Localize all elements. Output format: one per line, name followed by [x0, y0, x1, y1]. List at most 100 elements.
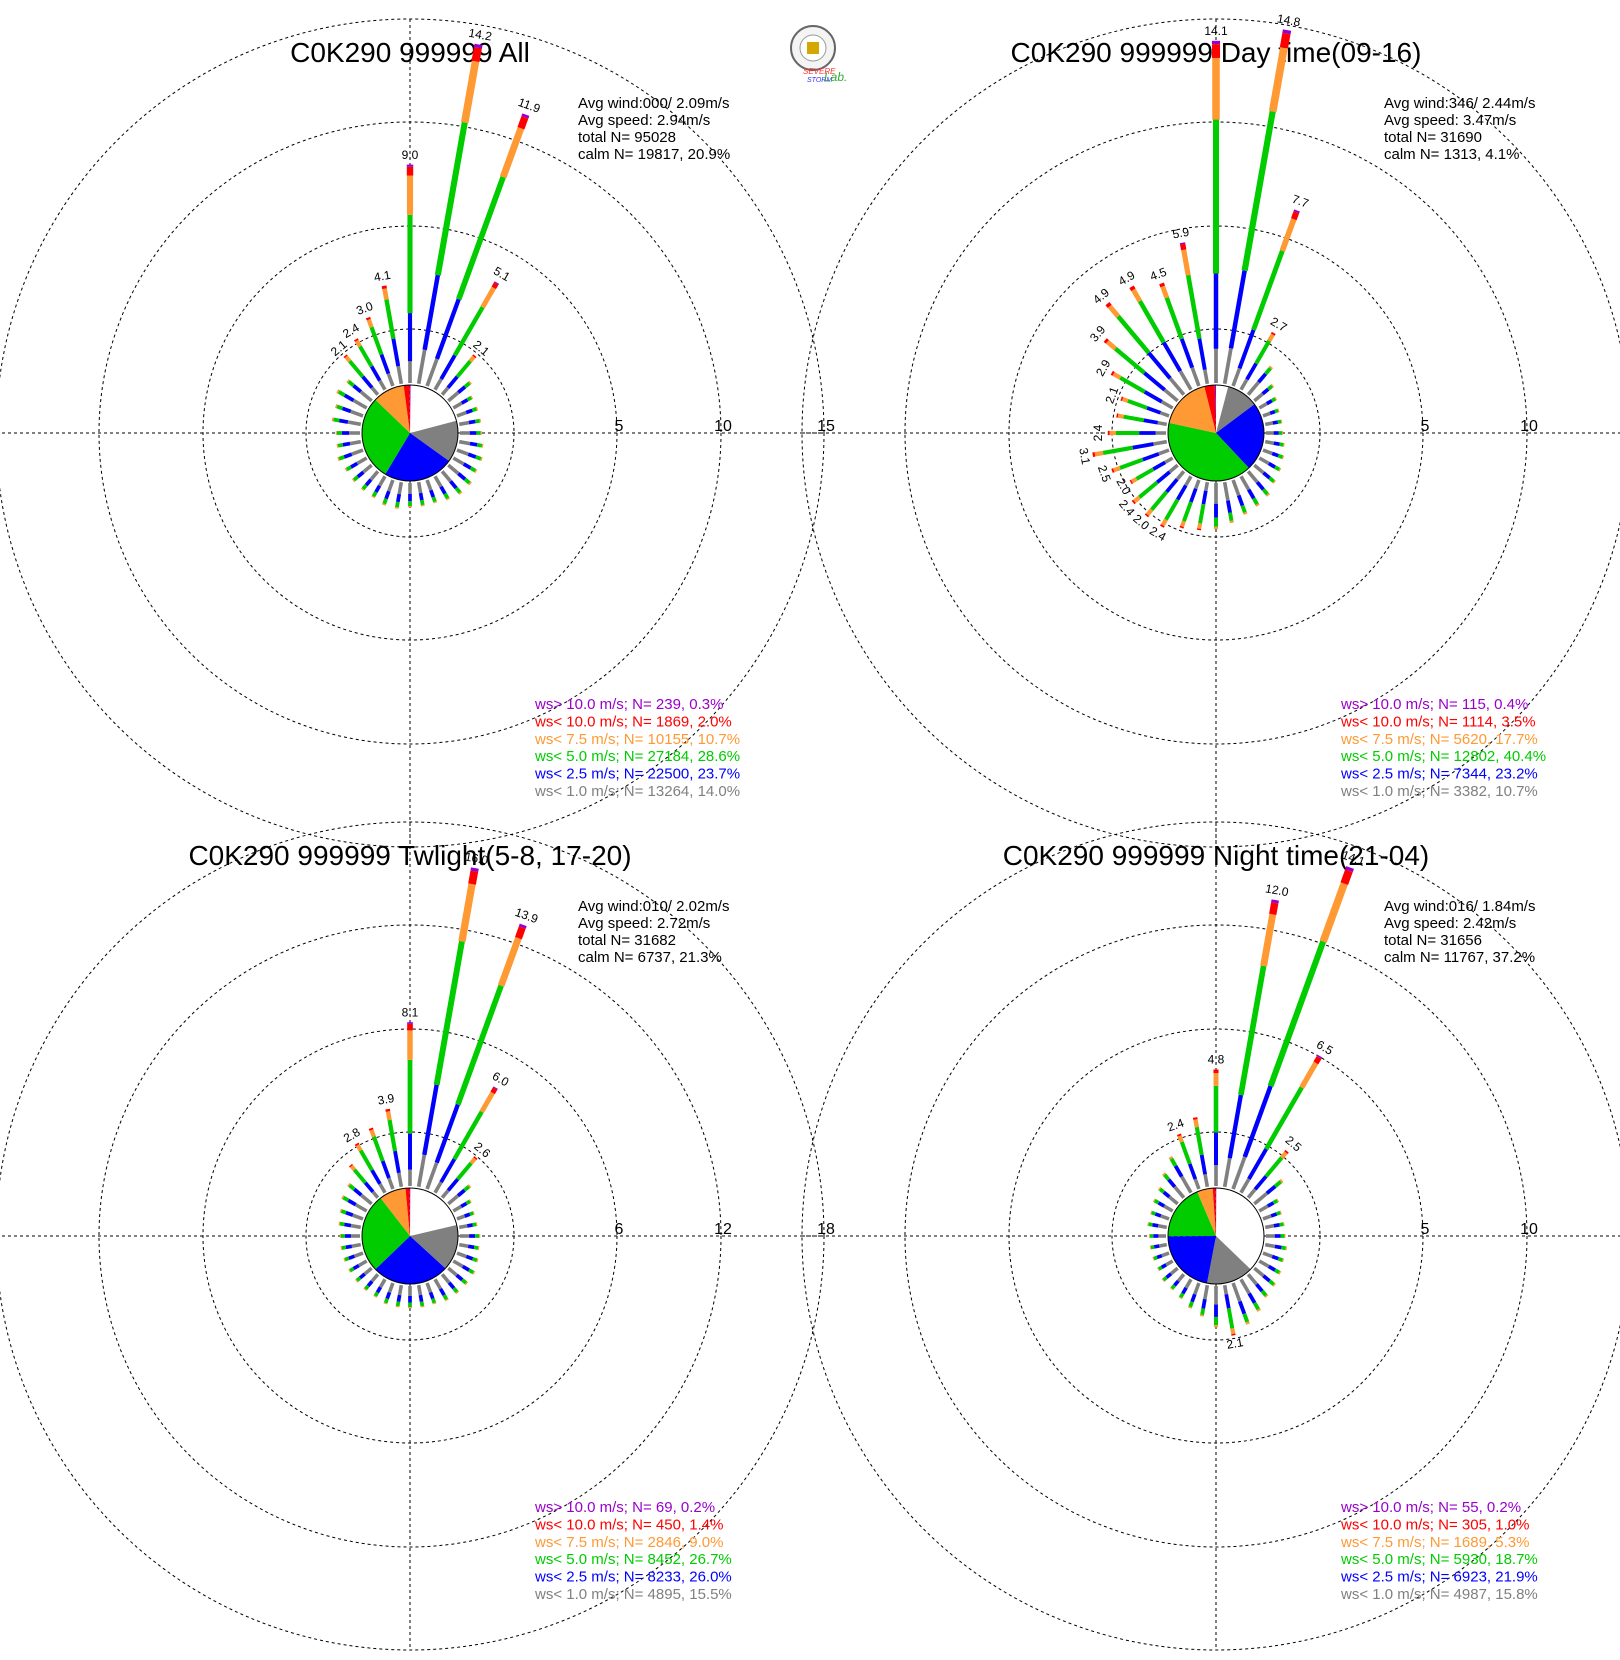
bar-segment-lt7_5	[458, 491, 463, 495]
pie-slice-gt10	[409, 385, 411, 433]
bar-segment-lt10	[1160, 524, 1165, 528]
bar-segment-lt5	[1137, 299, 1166, 344]
bar-segment-lt5	[461, 1278, 468, 1285]
bar-segment-lt1	[458, 420, 470, 427]
bar-segment-lt2_5	[1271, 1254, 1280, 1261]
bar-value-label: 8.1	[402, 1005, 419, 1019]
bar-segment-lt1	[1222, 1157, 1232, 1188]
bar-segment-lt7_5	[385, 1111, 392, 1121]
bar-segment-lt2_5	[352, 1263, 360, 1271]
bar-segment-lt5	[1157, 1265, 1163, 1271]
bar-value-label: 2.9	[1093, 357, 1114, 379]
direction-bar-160deg	[425, 1282, 437, 1305]
bar-segment-lt5	[337, 390, 346, 397]
bar-segment-lt7_5	[1213, 526, 1219, 530]
bar-segment-lt7_5	[481, 443, 484, 448]
direction-bar-60deg	[452, 1199, 472, 1213]
bar-segment-lt5	[463, 1185, 471, 1192]
bar-segment-lt5	[1228, 512, 1234, 522]
logo-seal-emblem	[807, 42, 819, 54]
direction-bar-60deg	[1258, 396, 1278, 410]
direction-bar-10deg	[1222, 899, 1279, 1188]
bar-segment-lt2_5	[1262, 1274, 1271, 1283]
bar-value-label: 2.4	[1091, 424, 1105, 441]
bar-segment-lt7_5	[1094, 450, 1104, 457]
direction-bar-240deg	[1129, 456, 1174, 485]
direction-bar-120deg	[452, 456, 478, 474]
bar-segment-lt7_5	[341, 1195, 345, 1200]
bar-segment-lt10	[1116, 413, 1119, 418]
bar-segment-lt2_5	[1237, 329, 1256, 370]
direction-bar-30deg	[433, 1086, 498, 1194]
ring-label-3: 15	[817, 418, 835, 435]
bar-segment-lt1	[408, 1286, 412, 1297]
bar-segment-lt1	[351, 448, 364, 456]
bar-segment-lt2_5	[1143, 390, 1163, 404]
bar-segment-lt5	[1277, 419, 1282, 424]
direction-bar-160deg	[1231, 1282, 1250, 1325]
bar-segment-lt5	[373, 1291, 380, 1297]
bar-segment-lt1	[378, 379, 387, 391]
direction-bar-120deg	[1258, 456, 1282, 472]
bar-segment-lt7_5	[354, 339, 362, 348]
bar-segment-lt1	[416, 1154, 427, 1188]
direction-bar-20deg	[425, 113, 530, 387]
bar-segment-lt1	[408, 483, 412, 494]
direction-bar-80deg	[458, 418, 482, 427]
bar-segment-lt7_5	[475, 406, 479, 411]
bar-segment-lt1	[397, 1284, 404, 1296]
pie-outline	[361, 1187, 459, 1285]
bar-segment-lt2_5	[1165, 1272, 1173, 1279]
bar-segment-lt10	[1270, 331, 1276, 336]
bar-segment-lt7_5	[369, 1129, 376, 1138]
direction-bar-320deg	[349, 1163, 380, 1199]
direction-bar-10deg	[1222, 29, 1292, 385]
bar-segment-lt1	[1258, 1259, 1270, 1269]
bar-segment-lt7_5	[336, 389, 340, 394]
bar-segment-gt10	[518, 923, 527, 929]
direction-bar-180deg	[1213, 483, 1219, 530]
bar-segment-lt10	[406, 166, 414, 176]
bar-segment-gt10	[1282, 29, 1292, 35]
bar-segment-lt1	[456, 1251, 468, 1259]
bar-value-label: 5.1	[491, 264, 513, 285]
bar-segment-lt10	[471, 47, 482, 63]
bar-segment-lt7_5	[1187, 1306, 1193, 1309]
direction-bar-250deg	[337, 448, 364, 462]
pie-outline	[361, 384, 459, 482]
bar-segment-lt10	[1120, 396, 1124, 401]
bar-segment-lt5	[1179, 1292, 1185, 1299]
bar-segment-lt7_5	[1213, 1073, 1219, 1086]
wind-rose-panel-4: C0K290 999999 Night time(21-04)510154.81…	[801, 821, 1620, 1651]
bar-segment-lt2_5	[1245, 362, 1258, 381]
bar-segment-lt2_5	[449, 480, 458, 490]
bar-segment-lt2_5	[1274, 1244, 1282, 1250]
direction-bar-150deg	[1239, 1278, 1261, 1312]
bar-segment-lt5	[1182, 501, 1193, 522]
stats-line-1: Avg wind:000/ 2.09m/s	[578, 95, 729, 112]
bar-segment-lt1	[1214, 1286, 1218, 1305]
bar-segment-lt2_5	[1266, 1201, 1275, 1208]
direction-bar-180deg	[408, 483, 412, 508]
bar-segment-lt1	[1184, 475, 1193, 487]
bar-segment-lt1	[377, 475, 387, 487]
bar-segment-lt1	[1231, 1282, 1242, 1303]
bar-segment-lt5	[1260, 1289, 1268, 1297]
bar-value-label: 4.1	[373, 268, 392, 285]
bar-segment-lt7_5	[1131, 288, 1143, 303]
direction-bar-80deg	[1264, 1222, 1285, 1230]
direction-bar-90deg	[459, 1234, 481, 1238]
bar-segment-lt1	[349, 431, 361, 435]
bar-value-label: 7.7	[1290, 192, 1311, 211]
bar-segment-lt7_5	[1267, 333, 1275, 342]
bar-segment-lt1	[1158, 1234, 1166, 1238]
bar-segment-gt10	[1211, 40, 1221, 45]
bar-segment-lt2_5	[447, 1281, 456, 1290]
bar-segment-lt5	[395, 1301, 401, 1307]
bar-segment-lt2_5	[1199, 1154, 1207, 1175]
legend-entry-lt5: ws< 5.0 m/s; N= 12802, 40.4%	[1340, 748, 1546, 765]
legend-entry-lt10: ws< 10.0 m/s; N= 450, 1.4%	[534, 1516, 723, 1533]
bar-segment-lt2_5	[1272, 420, 1279, 425]
bar-segment-lt5	[1252, 497, 1259, 506]
